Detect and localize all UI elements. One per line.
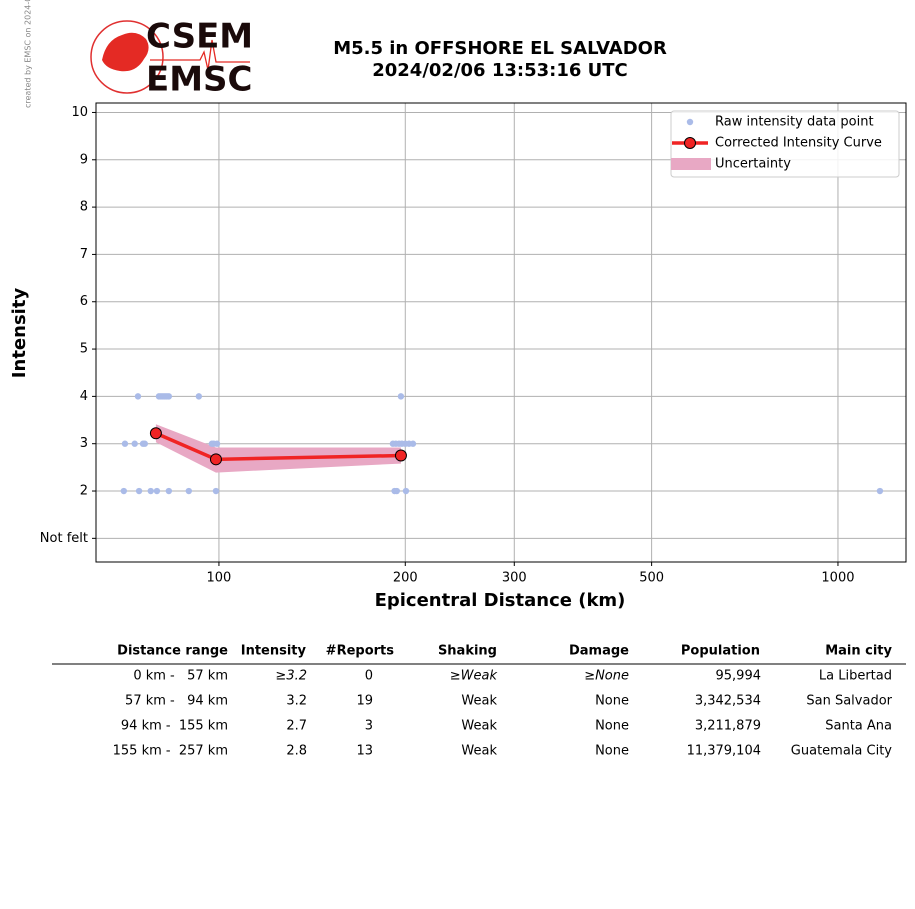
table-cell: None bbox=[595, 694, 629, 709]
y-tick-label: 2 bbox=[80, 484, 88, 499]
raw-point bbox=[185, 487, 193, 495]
table-header: #Reports bbox=[326, 644, 395, 659]
legend-label: Raw intensity data point bbox=[715, 115, 874, 130]
table-cell: None bbox=[595, 719, 629, 734]
curve-point bbox=[394, 449, 407, 462]
table-header: Intensity bbox=[241, 644, 307, 659]
table-header: Main city bbox=[825, 644, 892, 659]
table-cell: 94 km - 155 km bbox=[121, 719, 228, 734]
plot-frame bbox=[95, 102, 907, 563]
raw-point bbox=[195, 393, 203, 400]
raw-point bbox=[397, 393, 405, 400]
table: Distance range Intensity #Reports Shaking Da… bbox=[113, 644, 893, 759]
table-cell: 19 bbox=[356, 694, 373, 709]
raw-point bbox=[153, 487, 161, 495]
raw-point bbox=[212, 487, 220, 495]
table-cell: Weak bbox=[461, 744, 497, 759]
table-cell: Santa Ana bbox=[825, 719, 892, 734]
logo: CSEM EMSC bbox=[90, 17, 253, 100]
y-axis-label: Intensity bbox=[9, 288, 30, 379]
chart-subtitle: 2024/02/06 13:53:16 UTC bbox=[372, 60, 628, 81]
table-cell: Weak bbox=[461, 719, 497, 734]
table-header: Population bbox=[681, 644, 760, 659]
y-tick-label: 10 bbox=[71, 105, 88, 120]
table-cell: ≥Weak bbox=[450, 669, 498, 684]
table-cell: La Libertad bbox=[819, 669, 892, 684]
table-cell: ≥None bbox=[584, 669, 629, 684]
curve-point bbox=[149, 427, 162, 440]
table-cell: 13 bbox=[356, 744, 373, 759]
table-cell: Guatemala City bbox=[791, 744, 893, 759]
raw-point bbox=[876, 487, 884, 495]
y-tick-label: Not felt bbox=[40, 531, 88, 546]
table-cell: 95,994 bbox=[716, 669, 762, 684]
table-cell: 3,211,879 bbox=[695, 719, 761, 734]
y-tick-label: 3 bbox=[80, 436, 88, 451]
legend-label: Corrected Intensity Curve bbox=[715, 136, 882, 151]
table-cell: 155 km - 257 km bbox=[113, 744, 228, 759]
table-cell: 3,342,534 bbox=[695, 694, 761, 709]
table-header: Shaking bbox=[438, 644, 497, 659]
created-note: created by EMSC on 2024-02-08 14:27:05 U… bbox=[24, 0, 33, 108]
curve-point bbox=[209, 453, 222, 466]
table-cell: 57 km - 94 km bbox=[125, 694, 228, 709]
x-tick-label: 300 bbox=[502, 571, 527, 586]
raw-point bbox=[147, 487, 154, 495]
logo-top: CSEM bbox=[146, 17, 253, 57]
raw-point bbox=[165, 487, 173, 495]
table-cell: Weak bbox=[461, 694, 497, 709]
y-tick-label: 6 bbox=[80, 294, 88, 309]
chart-title: M5.5 in OFFSHORE EL SALVADOR bbox=[333, 38, 667, 59]
legend-marker bbox=[684, 137, 696, 149]
x-tick-label: 100 bbox=[207, 571, 232, 586]
raw-point bbox=[213, 440, 221, 447]
table-cell: 3 bbox=[365, 719, 373, 734]
legend-marker bbox=[686, 118, 694, 126]
table-cell: 2.8 bbox=[286, 744, 307, 759]
raw-point bbox=[402, 487, 410, 495]
logo-bottom: EMSC bbox=[146, 60, 253, 100]
table-header: Distance range bbox=[117, 644, 228, 659]
legend-label: Uncertainty bbox=[715, 157, 791, 172]
raw-point bbox=[135, 487, 143, 495]
plot: Not felt 2 3 4 5 6 7 8 9 10 100 200 300 500 1000 Raw in… bbox=[40, 103, 906, 586]
x-tick-label: 200 bbox=[393, 571, 418, 586]
logo-map bbox=[102, 32, 149, 72]
legend-box bbox=[670, 110, 900, 178]
raw-point bbox=[409, 440, 417, 447]
table-cell: 3.2 bbox=[286, 694, 307, 709]
raw-point bbox=[165, 393, 173, 400]
legend-marker bbox=[671, 158, 711, 170]
table-cell: 2.7 bbox=[286, 719, 307, 734]
raw-point bbox=[131, 440, 138, 447]
raw-point bbox=[141, 440, 149, 447]
table-cell: 0 km - 57 km bbox=[133, 669, 228, 684]
raw-point bbox=[134, 393, 142, 400]
y-tick-label: 9 bbox=[80, 152, 88, 167]
x-tick-label: 500 bbox=[639, 571, 664, 586]
x-tick-label: 1000 bbox=[821, 571, 854, 586]
table-cell: 11,379,104 bbox=[687, 744, 761, 759]
table-cell: None bbox=[595, 744, 629, 759]
table-header: Damage bbox=[569, 644, 629, 659]
logo-pulse bbox=[150, 39, 250, 71]
x-axis-label: Epicentral Distance (km) bbox=[375, 590, 626, 611]
table-cell: ≥3.2 bbox=[275, 669, 307, 684]
y-tick-label: 8 bbox=[80, 200, 88, 215]
raw-point bbox=[120, 487, 128, 495]
y-tick-label: 7 bbox=[80, 247, 88, 262]
y-tick-label: 5 bbox=[80, 342, 88, 357]
raw-point bbox=[121, 440, 129, 447]
raw-point bbox=[393, 487, 401, 495]
y-tick-label: 4 bbox=[80, 389, 88, 404]
table-cell: 0 bbox=[365, 669, 373, 684]
logo-circle bbox=[90, 20, 164, 94]
table-cell: San Salvador bbox=[806, 694, 892, 709]
